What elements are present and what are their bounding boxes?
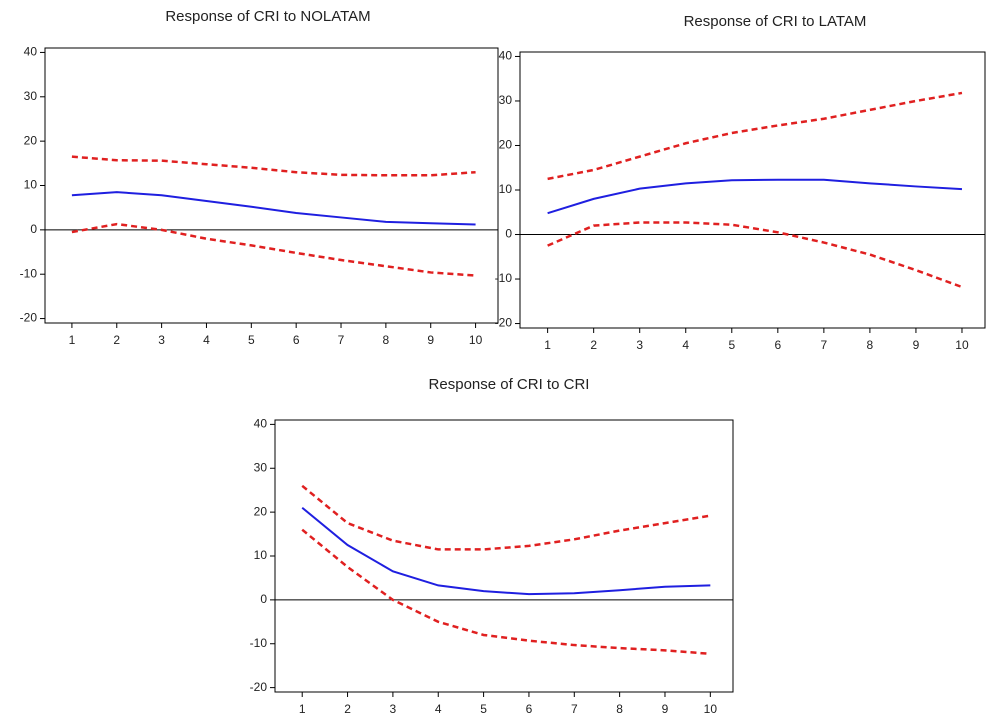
x-tick-label: 9 [427, 333, 434, 347]
x-tick-label: 7 [571, 702, 578, 716]
x-tick-label: 2 [344, 702, 351, 716]
band-line [71, 222, 476, 277]
y-tick-label: 10 [24, 178, 38, 192]
y-tick-label: 0 [30, 222, 37, 236]
y-tick-label: 40 [254, 417, 268, 431]
x-tick-label: 3 [636, 338, 643, 352]
response-line [301, 506, 711, 596]
x-tick-label: 8 [616, 702, 623, 716]
y-tick-label: 10 [499, 182, 513, 196]
band-line [301, 484, 711, 551]
x-tick-label: 8 [867, 338, 874, 352]
y-tick-label: -10 [495, 271, 513, 285]
chart-title: Response of CRI to LATAM [684, 13, 867, 30]
y-tick-label: -10 [250, 636, 268, 650]
x-tick-label: 7 [338, 333, 345, 347]
x-tick-label: 4 [435, 702, 442, 716]
x-tick-label: 2 [113, 333, 120, 347]
x-tick-label: 10 [704, 702, 718, 716]
response-line [547, 178, 963, 215]
band-line [547, 221, 963, 289]
y-tick-label: 30 [254, 460, 268, 474]
x-tick-label: 6 [774, 338, 781, 352]
y-tick-label: -20 [250, 680, 268, 694]
x-tick-label: 3 [158, 333, 165, 347]
chart-title: Response of CRI to NOLATAM [165, 8, 370, 25]
x-tick-label: 5 [728, 338, 735, 352]
x-tick-label: 4 [203, 333, 210, 347]
x-tick-label: 1 [544, 338, 551, 352]
x-tick-label: 3 [390, 702, 397, 716]
y-tick-label: 30 [24, 89, 38, 103]
band-line [71, 155, 476, 177]
y-tick-label: 0 [260, 592, 267, 606]
chart-title: Response of CRI to CRI [429, 376, 590, 393]
response-line [71, 191, 476, 226]
x-tick-label: 1 [69, 333, 76, 347]
y-tick-label: 20 [499, 138, 513, 152]
x-tick-label: 5 [248, 333, 255, 347]
y-tick-label: -20 [20, 311, 38, 325]
band-line [547, 91, 963, 181]
x-tick-label: 1 [299, 702, 306, 716]
x-tick-label: 4 [682, 338, 689, 352]
x-tick-label: 9 [662, 702, 669, 716]
plot-frame [519, 51, 986, 329]
x-tick-label: 7 [821, 338, 828, 352]
x-tick-label: 9 [913, 338, 920, 352]
x-tick-label: 2 [590, 338, 597, 352]
y-tick-label: -20 [495, 316, 513, 330]
x-tick-label: 6 [293, 333, 300, 347]
y-tick-label: -10 [20, 266, 38, 280]
y-tick-label: 20 [24, 133, 38, 147]
y-tick-label: 20 [254, 504, 268, 518]
y-tick-label: 40 [24, 45, 38, 59]
y-tick-label: 40 [499, 49, 513, 63]
y-tick-label: 30 [499, 93, 513, 107]
x-tick-label: 6 [526, 702, 533, 716]
y-tick-label: 10 [254, 548, 268, 562]
plot-frame [44, 47, 499, 324]
y-tick-label: 0 [505, 227, 512, 241]
x-tick-label: 10 [955, 338, 969, 352]
x-tick-label: 10 [469, 333, 483, 347]
band-line [301, 528, 711, 656]
x-tick-label: 5 [480, 702, 487, 716]
x-tick-label: 8 [383, 333, 390, 347]
